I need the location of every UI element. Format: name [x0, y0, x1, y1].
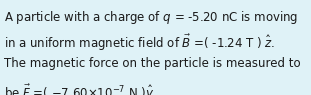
Text: The magnetic force on the particle is measured to: The magnetic force on the particle is me… — [4, 57, 300, 70]
Text: in a uniform magnetic field of $\vec{B}$ =( -1.24 T ) $\hat{z}$.: in a uniform magnetic field of $\vec{B}$… — [4, 33, 275, 53]
Text: A particle with a charge of $q$ = -5.20 nC is moving: A particle with a charge of $q$ = -5.20 … — [4, 10, 298, 27]
Text: be $\vec{F}$ =( $-$7.60$\times$10$^{-7}$ N )$\hat{y}$.: be $\vec{F}$ =( $-$7.60$\times$10$^{-7}$… — [4, 83, 156, 95]
